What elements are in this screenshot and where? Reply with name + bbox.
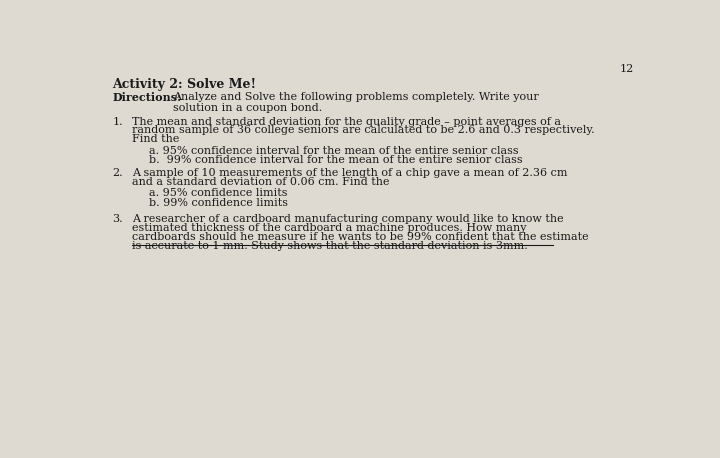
Text: is accurate to 1 mm. Study shows that the standard deviation is 3mm.: is accurate to 1 mm. Study shows that th… [132,241,528,251]
Text: 3.: 3. [112,214,123,224]
Text: and a standard deviation of 0.06 cm. Find the: and a standard deviation of 0.06 cm. Fin… [132,177,390,186]
Text: a. 95% confidence limits: a. 95% confidence limits [148,188,287,198]
Text: random sample of 36 college seniors are calculated to be 2.6 and 0.3 respectivel: random sample of 36 college seniors are … [132,125,595,136]
Text: 1.: 1. [112,117,123,127]
Text: Activity 2: Solve Me!: Activity 2: Solve Me! [112,78,256,91]
Text: Directions:: Directions: [112,92,181,103]
Text: b.  99% confidence interval for the mean of the entire senior class: b. 99% confidence interval for the mean … [148,155,522,165]
Text: A researcher of a cardboard manufacturing company would like to know the: A researcher of a cardboard manufacturin… [132,214,564,224]
Text: a. 95% confidence interval for the mean of the entire senior class: a. 95% confidence interval for the mean … [148,146,518,156]
Text: Find the: Find the [132,134,179,144]
Text: solution in a coupon bond.: solution in a coupon bond. [173,103,322,113]
Text: b. 99% confidence limits: b. 99% confidence limits [148,198,287,208]
Text: 2.: 2. [112,168,123,178]
Text: Analyze and Solve the following problems completely. Write your: Analyze and Solve the following problems… [173,92,539,102]
Text: estimated thickness of the cardboard a machine produces. How many: estimated thickness of the cardboard a m… [132,223,526,233]
Text: cardboards should he measure if he wants to be 99% confident that the estimate: cardboards should he measure if he wants… [132,232,588,242]
Text: 12: 12 [620,64,634,74]
Text: A sample of 10 measurements of the length of a chip gave a mean of 2.36 cm: A sample of 10 measurements of the lengt… [132,168,567,178]
Text: The mean and standard deviation for the quality grade – point averages of a: The mean and standard deviation for the … [132,117,561,127]
